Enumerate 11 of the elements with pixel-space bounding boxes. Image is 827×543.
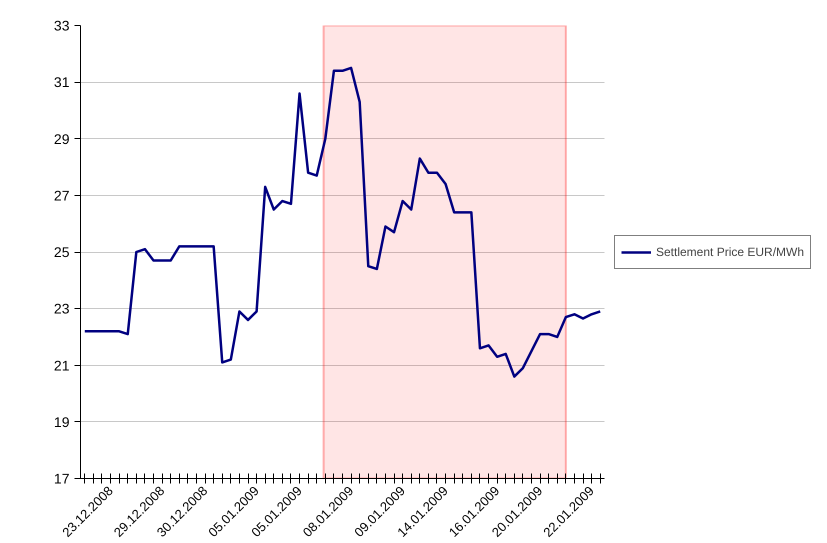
legend-label: Settlement Price EUR/MWh	[656, 244, 804, 258]
y-tick-label: 21	[54, 357, 70, 374]
y-tick-label: 27	[54, 187, 70, 204]
y-tick-label: 17	[54, 470, 70, 486]
y-tick-label: 23	[54, 300, 70, 317]
y-tick-label: 29	[54, 130, 70, 147]
y-tick-label: 25	[54, 244, 70, 260]
y-tick-label: 31	[54, 74, 70, 90]
line-series	[84, 66, 602, 378]
y-tick-label: 33	[54, 18, 70, 34]
y-tick-label: 19	[54, 414, 70, 430]
